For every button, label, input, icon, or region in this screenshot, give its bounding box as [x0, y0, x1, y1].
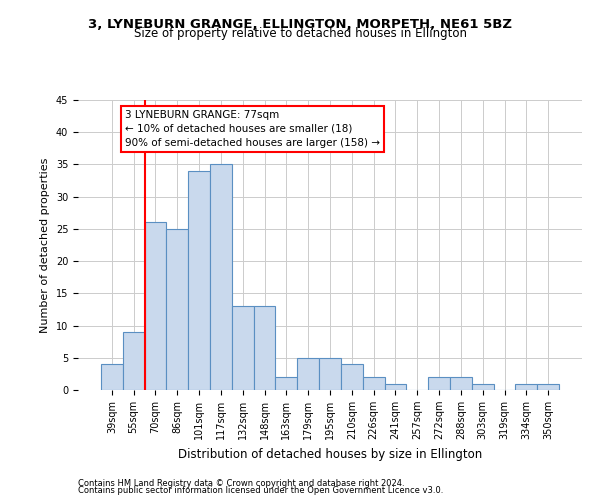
Bar — [515, 384, 537, 390]
Bar — [210, 164, 232, 390]
X-axis label: Distribution of detached houses by size in Ellington: Distribution of detached houses by size … — [178, 448, 482, 460]
Bar — [123, 332, 145, 390]
Bar — [166, 229, 188, 390]
Bar — [385, 384, 406, 390]
Bar — [363, 377, 385, 390]
Text: 3, LYNEBURN GRANGE, ELLINGTON, MORPETH, NE61 5BZ: 3, LYNEBURN GRANGE, ELLINGTON, MORPETH, … — [88, 18, 512, 30]
Text: Size of property relative to detached houses in Ellington: Size of property relative to detached ho… — [133, 28, 467, 40]
Text: 3 LYNEBURN GRANGE: 77sqm
← 10% of detached houses are smaller (18)
90% of semi-d: 3 LYNEBURN GRANGE: 77sqm ← 10% of detach… — [125, 110, 380, 148]
Text: Contains HM Land Registry data © Crown copyright and database right 2024.: Contains HM Land Registry data © Crown c… — [78, 478, 404, 488]
Bar — [232, 306, 254, 390]
Bar — [297, 358, 319, 390]
Y-axis label: Number of detached properties: Number of detached properties — [40, 158, 50, 332]
Bar — [341, 364, 363, 390]
Bar — [450, 377, 472, 390]
Bar — [188, 171, 210, 390]
Bar — [537, 384, 559, 390]
Bar — [254, 306, 275, 390]
Bar — [275, 377, 297, 390]
Bar — [101, 364, 123, 390]
Bar — [428, 377, 450, 390]
Bar — [145, 222, 166, 390]
Bar — [472, 384, 494, 390]
Bar — [319, 358, 341, 390]
Text: Contains public sector information licensed under the Open Government Licence v3: Contains public sector information licen… — [78, 486, 443, 495]
